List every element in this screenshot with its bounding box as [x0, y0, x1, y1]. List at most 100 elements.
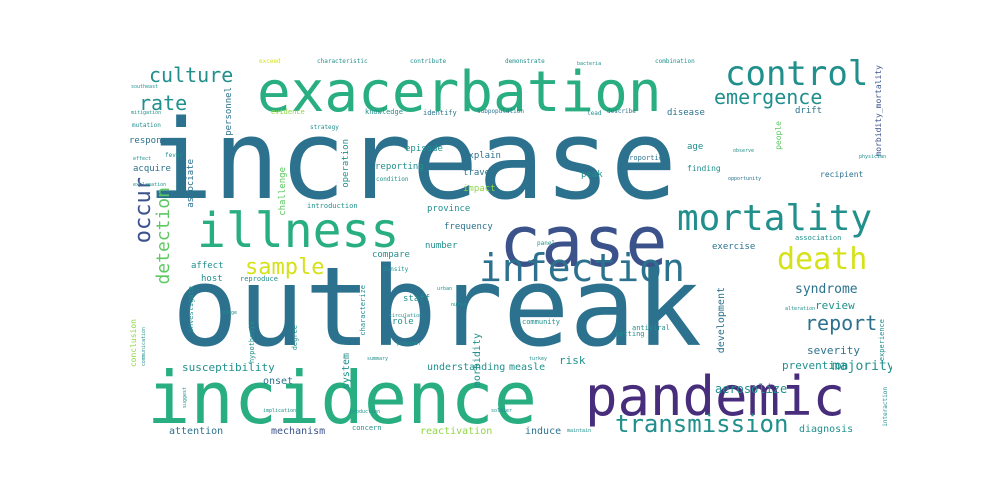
- word-recipient: recipient: [820, 170, 864, 179]
- word-morbidity-mortality: morbidity_mortality: [874, 65, 883, 157]
- word-subpopulation: subpopulation: [477, 108, 524, 115]
- word-exercise: exercise: [712, 242, 756, 252]
- word-role: role: [392, 317, 414, 327]
- word-maintain: maintain: [567, 428, 592, 434]
- word-system: system: [341, 353, 352, 390]
- word-mutation: mutation: [132, 122, 161, 129]
- word-exacerbation: exacerbation: [257, 60, 662, 125]
- word-severity: severity: [807, 344, 860, 357]
- word-development: development: [716, 287, 727, 354]
- word-culture: culture: [149, 63, 234, 87]
- word-production: production: [350, 409, 381, 415]
- word-bacteria: bacteria: [577, 61, 602, 67]
- word-finding: finding: [687, 164, 721, 173]
- word-reporting: reporting: [375, 162, 424, 172]
- word-frequency: frequency: [444, 222, 493, 232]
- word-compare: compare: [372, 250, 410, 260]
- word-disease: disease: [667, 108, 705, 118]
- word-mechanism: mechanism: [271, 426, 326, 437]
- word-peak: peak: [581, 170, 603, 180]
- word-identify: identify: [423, 109, 457, 117]
- word-prevention: prevention: [782, 359, 849, 372]
- word-interaction: interaction: [882, 387, 889, 427]
- word-soldier: soldier: [491, 408, 513, 414]
- word-proportion: proportion: [625, 154, 668, 162]
- word-increase: increase: [147, 96, 677, 224]
- word-infection: infection: [479, 246, 685, 290]
- word-age: age: [687, 142, 704, 152]
- word-exceed: exceed: [259, 58, 281, 65]
- word-association: association: [795, 234, 842, 242]
- word-report: report: [805, 311, 878, 335]
- word-morbidity: morbidity: [472, 333, 483, 388]
- word-characterize: characterize: [359, 285, 367, 336]
- word-onset: onset: [263, 376, 294, 387]
- word-travel: travel: [463, 168, 496, 178]
- word-drift: drift: [795, 106, 823, 116]
- word-challenge: challenge: [278, 167, 288, 216]
- word-characteristic: characteristic: [317, 58, 368, 65]
- word-induce: induce: [525, 426, 562, 437]
- word-suggest: suggest: [182, 387, 188, 409]
- word-explanation: explanation: [133, 182, 167, 188]
- word-detection: detection: [153, 187, 174, 285]
- word-opportunity: opportunity: [728, 176, 762, 182]
- word-provider: provider: [397, 341, 422, 347]
- word-stage: stage: [222, 310, 238, 316]
- word-contribute: contribute: [410, 58, 447, 65]
- word-susceptibility: susceptibility: [182, 361, 275, 374]
- word-personnel: personnel: [224, 87, 234, 136]
- word-communication: communication: [141, 327, 147, 367]
- word-conclusion: conclusion: [129, 319, 138, 368]
- word-demonstrate: demonstrate: [505, 58, 545, 65]
- word-density: density: [383, 266, 409, 273]
- word-measle: measle: [509, 362, 546, 373]
- word-case: case: [499, 201, 668, 283]
- word-setting: setting: [615, 330, 645, 338]
- word-mortality: mortality: [677, 198, 873, 239]
- word-community: community: [522, 318, 560, 326]
- word-response: response: [129, 136, 173, 146]
- word-reproduce: reproduce: [240, 275, 278, 283]
- word-sample: sample: [245, 255, 325, 280]
- word-observe: observe: [733, 148, 755, 154]
- word-circulation: circulation: [389, 313, 423, 319]
- word-death: death: [777, 242, 868, 277]
- word-cloud: increase outbreak incidence case pandemic exa…: [127, 57, 892, 442]
- word-outbreak: outbreak: [172, 243, 702, 371]
- word-province: province: [427, 204, 471, 214]
- word-alteration: alteration: [785, 306, 816, 312]
- word-hypothesis: hypothesis: [248, 321, 256, 364]
- word-mitigation: mitigation: [131, 110, 162, 116]
- word-reactivation: reactivation: [420, 426, 493, 437]
- word-host: host: [201, 274, 223, 284]
- word-physician: physician: [859, 154, 887, 160]
- word-incidence: incidence: [147, 356, 538, 440]
- word-combination: combination: [655, 58, 695, 65]
- word-rate: rate: [139, 91, 188, 115]
- word-diagnosis: diagnosis: [799, 424, 854, 435]
- word-emergence: emergence: [714, 85, 823, 109]
- word-southeast: southeast: [131, 84, 159, 90]
- word-number: number: [425, 241, 458, 251]
- word-people: people: [774, 121, 783, 150]
- word-associate: associate: [186, 159, 196, 208]
- word-lead: lead: [587, 110, 602, 117]
- word-experience: experience: [878, 319, 886, 362]
- word-nurse: nurse: [451, 302, 467, 308]
- word-effect: effect: [133, 156, 152, 162]
- word-review: review: [815, 299, 855, 312]
- word-acquire: acquire: [133, 164, 171, 174]
- word-panel: panel: [537, 240, 556, 247]
- word-summary: summary: [367, 356, 389, 362]
- word-turkey: turkey: [529, 356, 548, 362]
- word-fever: fever: [165, 152, 184, 159]
- word-episode: episode: [405, 144, 443, 154]
- word-strategy: strategy: [310, 124, 339, 131]
- word-introduction: introduction: [307, 202, 358, 210]
- word-control: control: [725, 57, 869, 94]
- word-understanding: understanding: [427, 362, 506, 373]
- word-concern: concern: [352, 424, 382, 432]
- word-describe: describe: [607, 108, 636, 115]
- word-pandemic: pandemic: [585, 365, 846, 428]
